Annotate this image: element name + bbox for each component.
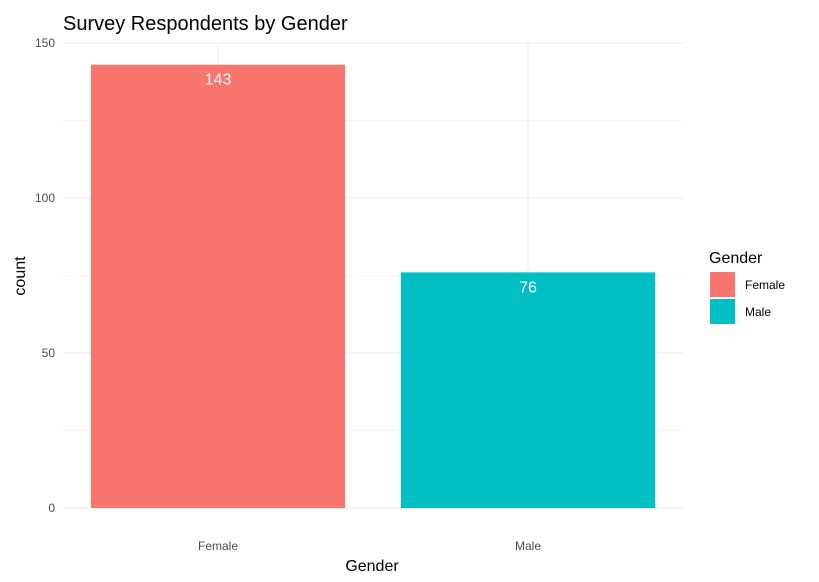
legend-label-male: Male	[745, 305, 771, 319]
bar-value-label: 143	[205, 72, 232, 89]
legend-swatch-female	[710, 272, 735, 297]
legend-swatch-male	[710, 299, 735, 324]
y-tick-label: 50	[42, 346, 56, 360]
x-tick-label: Male	[515, 539, 541, 553]
x-axis-ticks: Female Male	[198, 539, 541, 553]
bar-male	[400, 272, 656, 508]
legend-label-female: Female	[745, 278, 785, 292]
y-axis-title: count	[12, 256, 29, 296]
legend-items: Female Male	[710, 272, 785, 324]
y-tick-label: 0	[48, 501, 55, 515]
y-tick-label: 100	[35, 191, 55, 205]
bars	[90, 64, 656, 508]
y-tick-label: 150	[35, 36, 55, 50]
legend-title: Gender	[709, 250, 763, 267]
x-axis-title: Gender	[345, 558, 399, 575]
bar-female	[90, 64, 346, 508]
chart-title: Survey Respondents by Gender	[63, 13, 348, 35]
legend: Gender Female Male	[709, 250, 785, 324]
y-axis-ticks: 0 50 100 150	[35, 36, 55, 515]
bar-data-labels: 143 76	[205, 72, 537, 297]
x-tick-label: Female	[198, 539, 238, 553]
bar-value-label: 76	[519, 279, 537, 296]
